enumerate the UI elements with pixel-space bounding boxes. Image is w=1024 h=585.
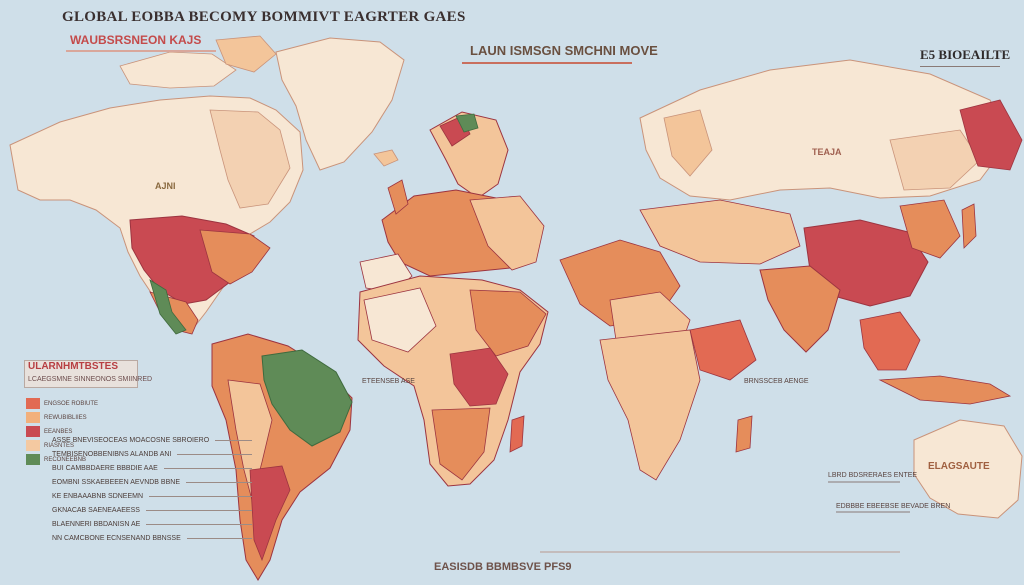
india [759,265,841,353]
usa-east-region [199,229,271,285]
data-table: ASSE BNEVISEOCEAS MOACOSNE SBROIERO TEMB… [52,436,252,548]
legend-swatch [26,426,40,437]
south-africa [431,407,491,481]
right-note-1: LBRD BDSRERAES ENTEE [828,472,918,479]
table-cell: KE ENBAAABNB SDNEEMN [52,492,144,500]
legend-swatch [26,454,40,465]
table-row: ASSE BNEVISEOCEAS MOACOSNE SBROIERO [52,436,252,444]
region-label-north-america: AJNI [155,181,176,191]
legend: ENGSOE ROBIUTE REWUBIBLIIES EEANBES RIAS… [26,398,112,468]
greenland [275,37,405,171]
central-africa-red [449,347,509,407]
subtitle-rule [66,50,216,52]
region-label-russia: TEAJA [812,147,842,157]
madagascar [509,415,525,453]
central-asia [639,199,801,265]
arctic-island-2 [215,35,277,73]
legend-item: RECONEEBNB [26,454,112,465]
table-row: TEMBISENOBBENIBNS ALANDB ANI [52,450,252,458]
region-label-africa: ETEENSEB ASE [362,378,415,385]
corner-rule [920,66,1000,67]
indonesia [878,375,1012,405]
legend-label: REWUBIBLIIES [44,414,87,421]
africa-region [357,275,549,487]
table-cell: BLAENNERI BBDANISN AE [52,520,141,528]
table-row: EOMBNI SSKAEBEEEN AEVNDB BBNE [52,478,252,486]
argentina-region [249,465,291,562]
north-america-region [9,35,304,335]
corner-label: E5 BIOEAILTE [920,47,1011,62]
central-america-region [149,279,187,335]
east-asia [899,199,961,259]
legend-item: REWUBIBLIIES [26,412,112,423]
table-row: GKNACAB SAENEAAEESS [52,506,252,514]
region-label-asia: BRNSSCEB AENGE [744,378,809,385]
legend-label: EEANBES [44,428,73,435]
southeast-asia [859,311,921,371]
table-cell: TEMBISENOBBENIBNS ALANDB ANI [52,450,172,458]
iceland [373,149,399,167]
legend-panel-title: ULARNHMTBSTES [28,361,118,372]
table-cell: BUI CAMBBDAERE BBBDIE AAE [52,464,158,472]
norway-green [455,113,479,133]
east-africa-horn [689,319,757,381]
table-cell: ASSE BNEVISEOCEAS MOACOSNE SBROIERO [52,436,210,444]
table-row: BUI CAMBBDAERE BBBDIE AAE [52,464,252,472]
legend-item: EEANBES [26,426,112,437]
finland-region [663,109,713,177]
right-note-2: EDBBBE EBEEBSE BEVADE BREN [836,503,951,510]
africa-east-region [599,329,701,481]
legend-panel [24,360,138,388]
table-row: BLAENNERI BBDANISN AE [52,520,252,528]
table-cell: EOMBNI SSKAEBEEEN AEVNDB BBNE [52,478,180,486]
asia-region [559,59,1023,481]
west-africa [363,287,437,353]
table-cell: NN CAMCBONE ECNSENAND BBNSSE [52,534,181,542]
legend-label: RIASNTES [44,442,75,449]
banner-rule [462,62,632,64]
map-title: GLOBAL EOBBA BECOMY BOMMIVT EAGRTER GAES [62,9,466,25]
table-row: NN CAMCBONE ECNSENAND BBNSSE [52,534,252,542]
table-row: KE ENBAAABNB SDNEEMN [52,492,252,500]
legend-panel-subtitle: LCAEGSMNE SINNEONOS SMIINRED [28,376,153,383]
map-footer: EASISDB BBMBSVE PFS9 [434,561,572,573]
legend-label: ENGSOE ROBIUTE [44,400,99,407]
legend-item: RIASNTES [26,440,112,451]
madagascar-east [735,415,753,453]
table-cell: GKNACAB SAENEAAEESS [52,506,140,514]
europe-region [359,111,545,293]
legend-swatch [26,412,40,423]
south-america-region [211,333,353,581]
brazil-region [261,349,353,447]
australia [913,419,1023,519]
legend-swatch [26,398,40,409]
canada-east-region [209,109,291,209]
siberia-peach [889,129,981,191]
map-subtitle: WAUBSRSNEON KAJS [70,33,202,47]
legend-swatch [26,440,40,451]
europe-banner: LAUN ISMSGN SMCHNI MOVE [470,43,658,58]
arctic-islands [119,51,237,89]
russia-far-east [959,99,1023,171]
japan [961,203,977,249]
legend-item: ENGSOE ROBIUTE [26,398,112,409]
britain [387,179,409,215]
region-label-australia: ELAGSAUTE [928,461,990,472]
north-africa-red [469,289,547,357]
legend-label: RECONEEBNB [44,456,87,463]
eastern-europe [469,195,545,271]
